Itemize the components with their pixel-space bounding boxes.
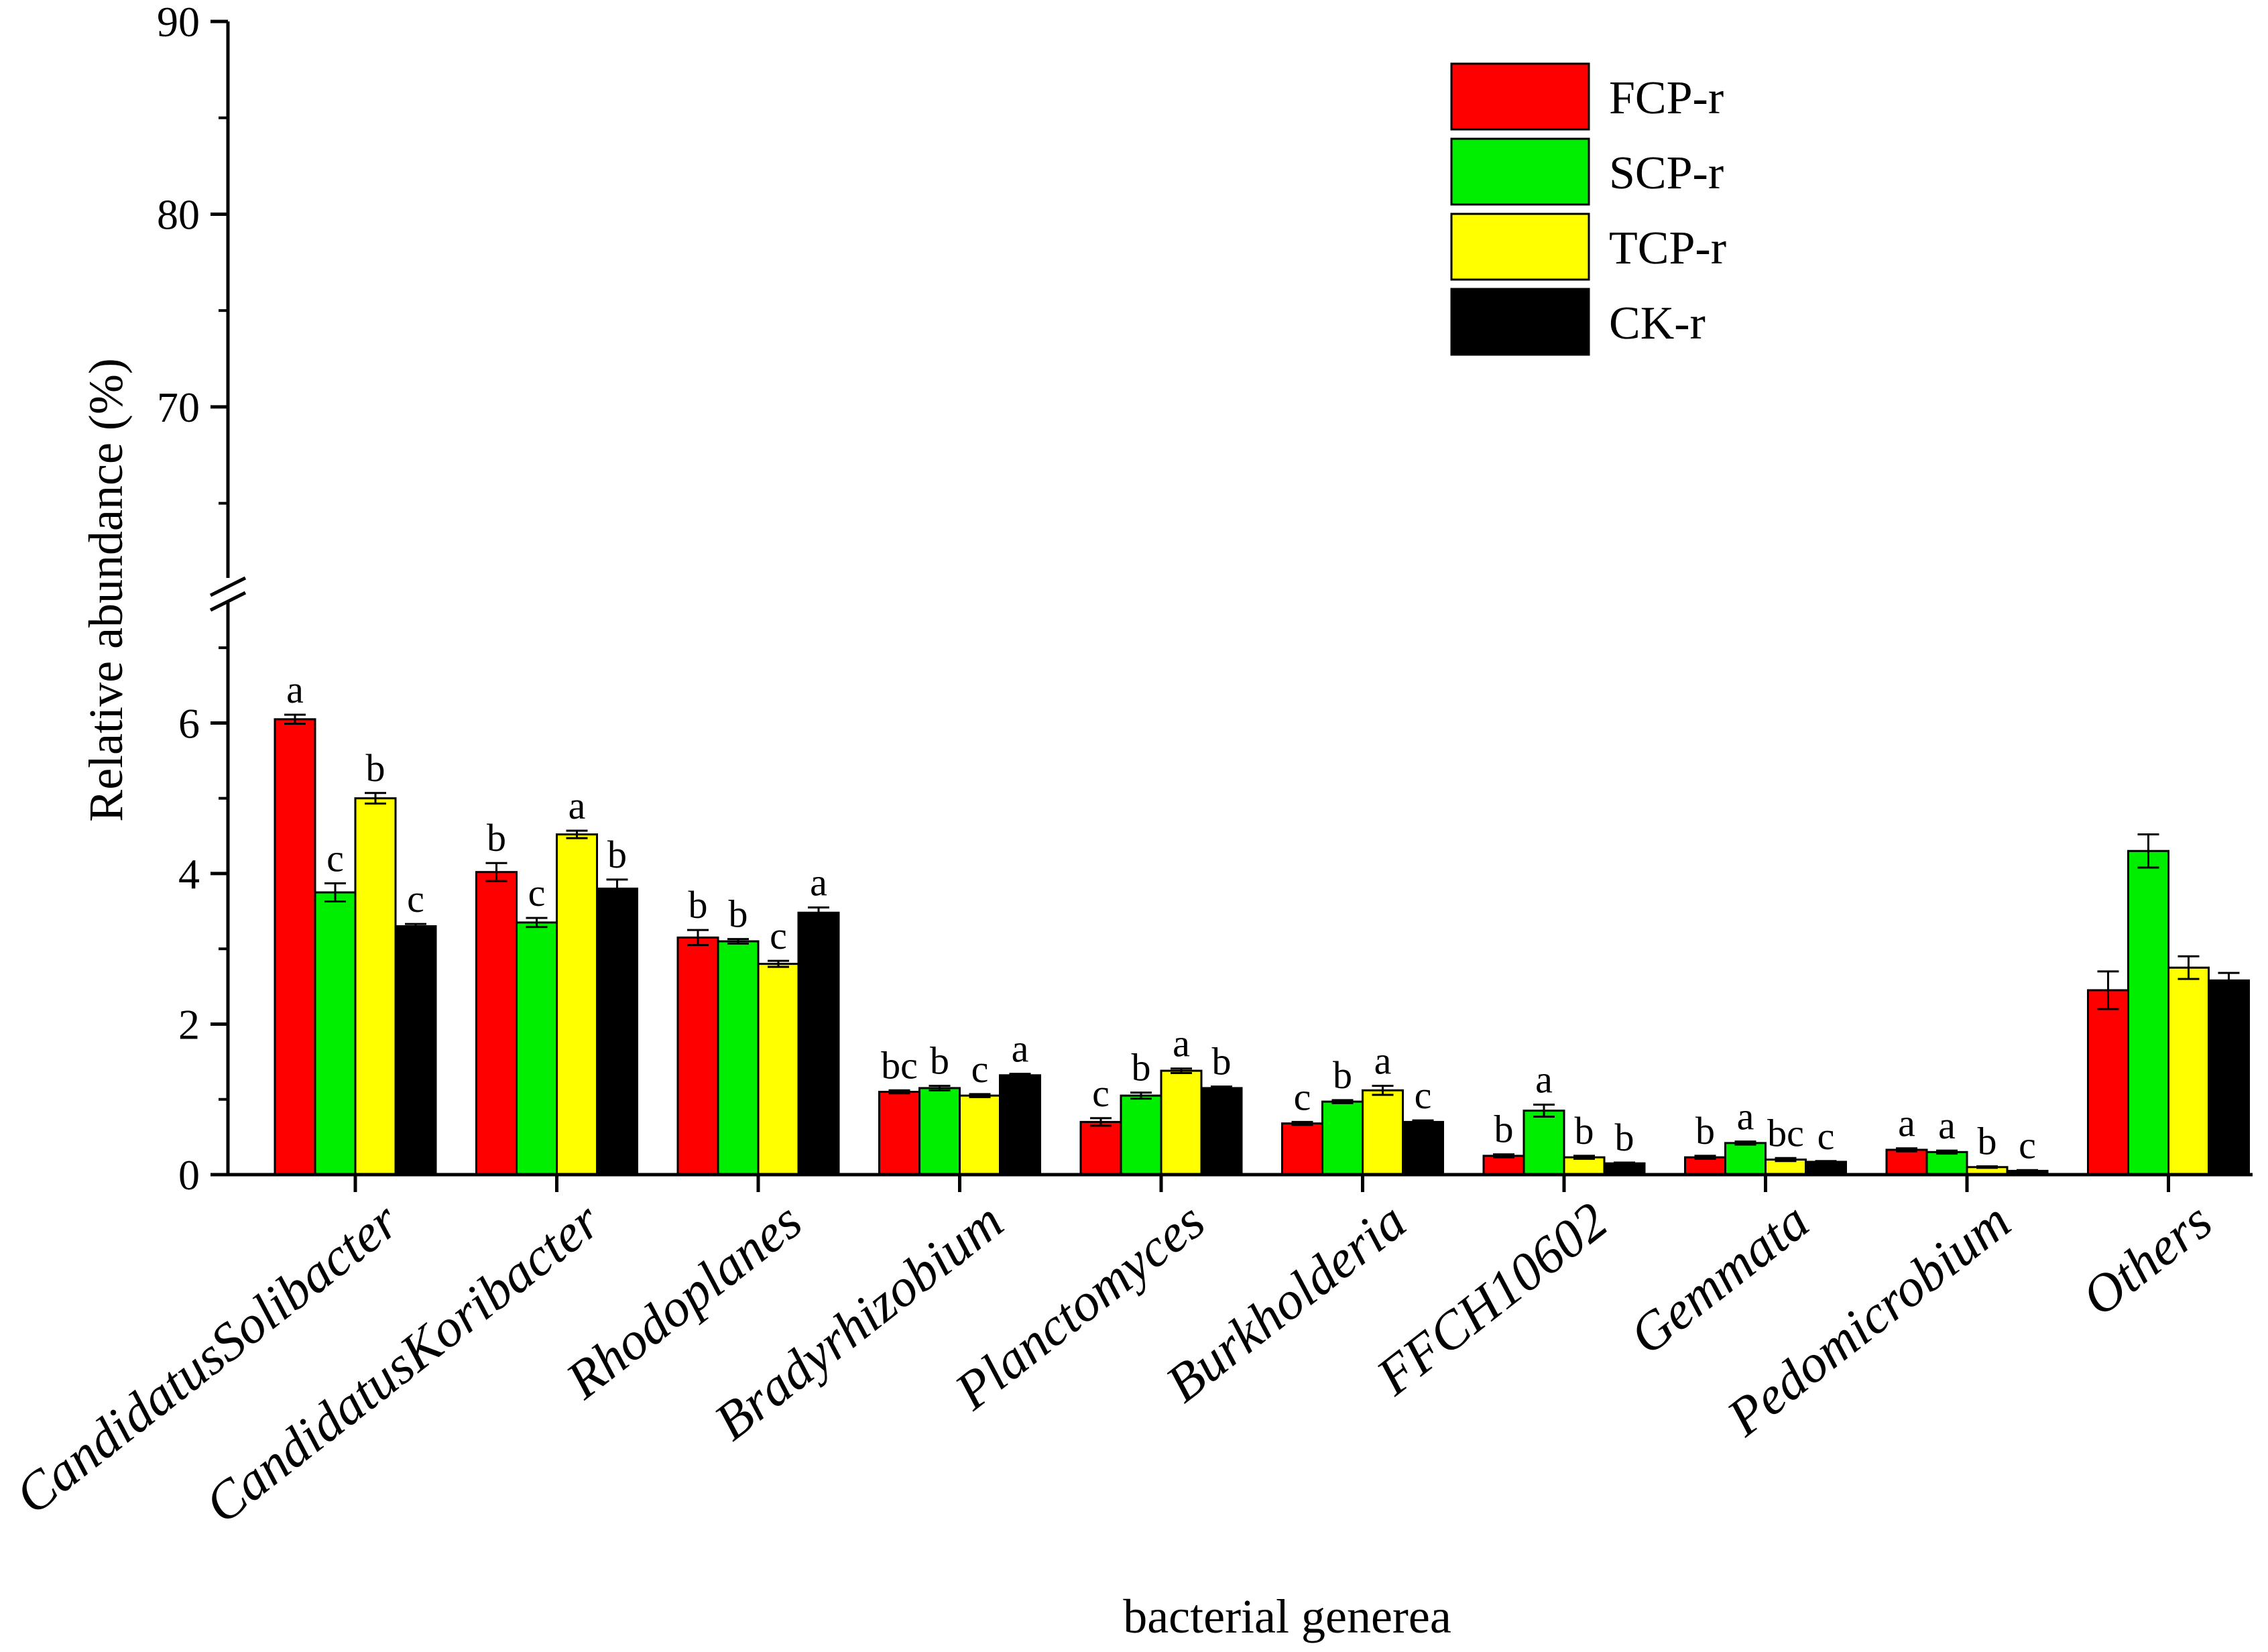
bar-tcp-r xyxy=(556,833,598,1176)
significance-label: bc xyxy=(881,1043,918,1087)
significance-label: c xyxy=(971,1047,989,1091)
bar-scp-r xyxy=(314,891,357,1176)
bar-ck-r xyxy=(596,887,638,1176)
bar-scp-r xyxy=(1925,1150,1968,1176)
significance-label: a xyxy=(1374,1039,1392,1083)
labels-group: 0246708090acbcCandidatusSolibacterbcabCa… xyxy=(5,0,2223,1535)
significance-label: a xyxy=(1012,1027,1029,1071)
significance-label: a xyxy=(1737,1095,1754,1138)
legend-swatch-tcp-r xyxy=(1450,213,1590,281)
bar-fcp-r xyxy=(475,871,518,1176)
significance-label: a xyxy=(286,668,304,711)
bar-fcp-r xyxy=(1684,1156,1726,1176)
legend-swatch-scp-r xyxy=(1450,137,1590,206)
bar-fcp-r xyxy=(878,1091,920,1176)
y-tick-label: 6 xyxy=(178,699,200,747)
bar-tcp-r xyxy=(354,797,397,1176)
significance-label: b xyxy=(1978,1120,1997,1163)
bar-scp-r xyxy=(2127,849,2169,1176)
bar-fcp-r xyxy=(274,718,316,1176)
significance-label: a xyxy=(1938,1104,1956,1147)
bar-scp-r xyxy=(1120,1094,1162,1176)
x-category-label: Others xyxy=(2072,1191,2223,1328)
bar-fcp-r xyxy=(1079,1120,1122,1176)
y-tick-label: 90 xyxy=(157,0,200,46)
significance-label: b xyxy=(607,833,627,876)
bar-ck-r xyxy=(2208,979,2250,1176)
bar-fcp-r xyxy=(676,936,719,1176)
significance-label: b xyxy=(1494,1108,1514,1151)
significance-label: b xyxy=(930,1039,949,1083)
y-tick-label: 2 xyxy=(178,1000,200,1048)
legend-label: TCP-r xyxy=(1609,223,1726,274)
bar-fcp-r xyxy=(1482,1155,1525,1176)
significance-label: a xyxy=(1898,1102,1915,1145)
bar-scp-r xyxy=(516,921,558,1176)
significance-label: b xyxy=(1615,1116,1634,1159)
legend-label: SCP-r xyxy=(1609,148,1724,199)
significance-label: c xyxy=(1817,1114,1835,1158)
bar-tcp-r xyxy=(1362,1089,1404,1176)
legend-label: FCP-r xyxy=(1609,72,1724,124)
bar-ck-r xyxy=(1200,1087,1243,1176)
bar-fcp-r xyxy=(1885,1148,1928,1176)
legend: FCP-r SCP-r TCP-r CK-r xyxy=(1450,62,1726,356)
x-category-label: CandidatusSolibacter xyxy=(5,1191,410,1525)
significance-label: c xyxy=(1294,1075,1311,1118)
bar-ck-r xyxy=(1402,1120,1444,1176)
significance-label: c xyxy=(1415,1073,1432,1117)
bar-ck-r xyxy=(1805,1161,1847,1176)
significance-label: c xyxy=(1092,1071,1110,1115)
x-category-label: Gemmata xyxy=(1619,1191,1819,1366)
significance-label: c xyxy=(407,877,424,921)
significance-label: b xyxy=(1695,1109,1715,1153)
y-tick-label: 70 xyxy=(157,384,200,431)
bar-scp-r xyxy=(717,940,760,1176)
bar-tcp-r xyxy=(1563,1156,1606,1176)
y-axis-title: Relative abundance (%) xyxy=(79,358,133,822)
significance-label: a xyxy=(1535,1058,1553,1102)
significance-label: a xyxy=(1173,1022,1190,1065)
bar-scp-r xyxy=(918,1087,961,1176)
bar-tcp-r xyxy=(959,1094,1001,1176)
significance-label: b xyxy=(487,816,506,860)
y-tick-label: 0 xyxy=(178,1151,200,1199)
significance-label: b xyxy=(1132,1046,1151,1089)
bar-fcp-r xyxy=(1281,1122,1323,1176)
bar-scp-r xyxy=(1523,1110,1565,1176)
significance-label: c xyxy=(770,914,787,957)
bar-tcp-r xyxy=(757,963,800,1176)
legend-label: CK-r xyxy=(1609,298,1706,349)
bar-ck-r xyxy=(797,911,840,1176)
significance-label: b xyxy=(1212,1040,1232,1083)
significance-label: a xyxy=(569,784,586,827)
bar-fcp-r xyxy=(2087,989,2129,1176)
y-tick-label: 80 xyxy=(157,190,200,238)
significance-label: b xyxy=(1333,1053,1352,1097)
significance-label: b xyxy=(689,883,708,927)
legend-swatch-fcp-r xyxy=(1450,62,1590,131)
bar-ck-r xyxy=(999,1074,1041,1176)
y-tick-label: 4 xyxy=(178,850,200,898)
axis-break-mark xyxy=(209,576,247,597)
x-axis-title: bacterial generea xyxy=(1123,1590,1451,1643)
significance-label: b xyxy=(1575,1109,1594,1153)
bar-scp-r xyxy=(1321,1100,1364,1176)
bar-tcp-r xyxy=(2167,966,2210,1176)
axes-group xyxy=(209,19,2253,1192)
bars-group xyxy=(274,713,2250,1176)
significance-label: a xyxy=(810,860,827,904)
significance-label: b xyxy=(729,892,748,936)
bar-ck-r xyxy=(394,925,437,1176)
axis-break-mark xyxy=(209,591,247,612)
bar-scp-r xyxy=(1724,1142,1767,1176)
legend-swatch-ck-r xyxy=(1450,288,1590,356)
significance-label: c xyxy=(2019,1123,2036,1167)
significance-label: c xyxy=(326,837,344,880)
bar-tcp-r xyxy=(1160,1069,1203,1176)
significance-label: bc xyxy=(1767,1111,1804,1155)
significance-label: c xyxy=(528,871,546,914)
significance-label: b xyxy=(366,746,385,790)
